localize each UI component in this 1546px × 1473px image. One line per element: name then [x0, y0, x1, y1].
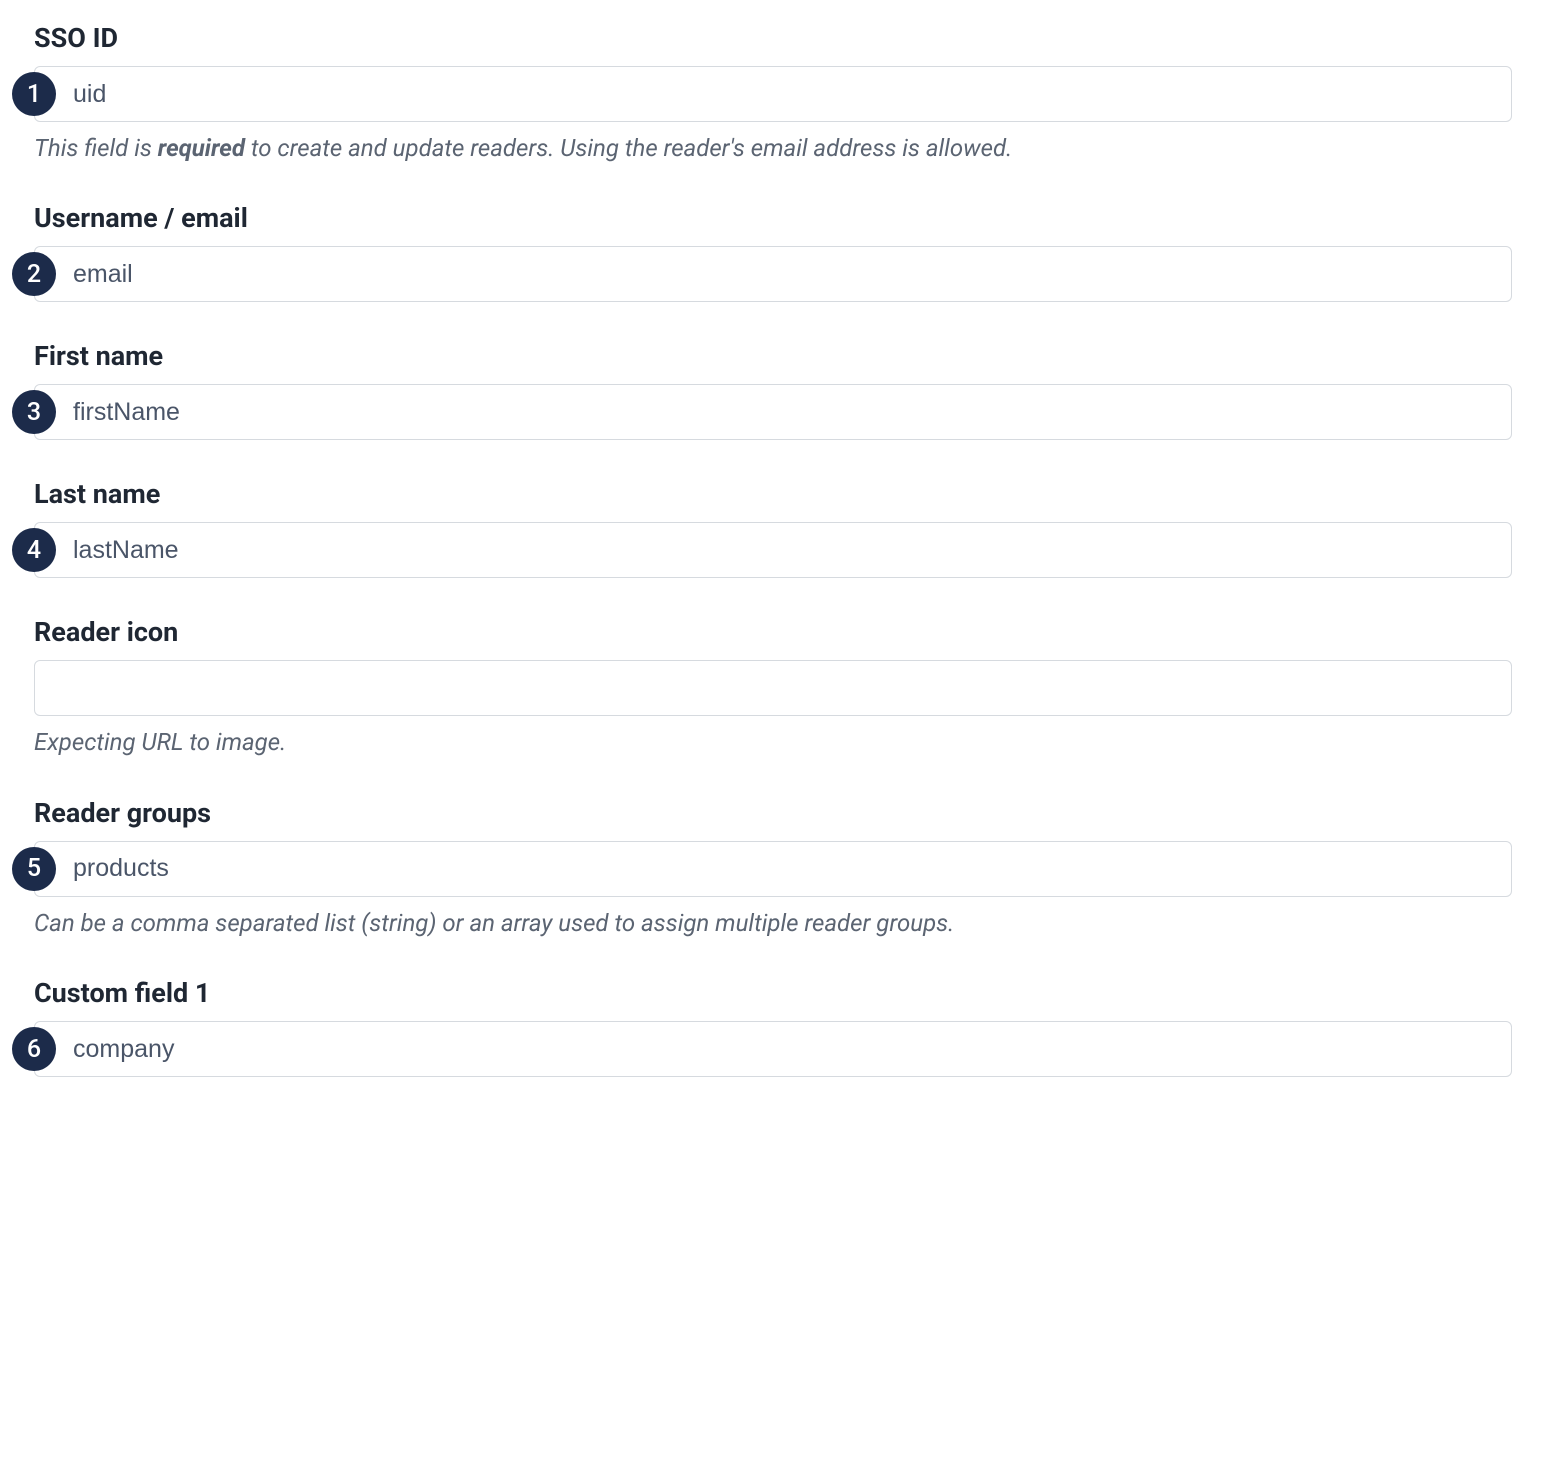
input-row-sso-id: 1 [34, 66, 1512, 122]
label-last-name: Last name [34, 478, 1512, 510]
badge-5: 5 [12, 847, 56, 891]
label-first-name: First name [34, 340, 1512, 372]
input-row-reader-groups: 5 [34, 841, 1512, 897]
helper-reader-icon: Expecting URL to image. [34, 726, 1512, 758]
label-custom-1: Custom field 1 [34, 977, 1512, 1009]
helper-sso-id: This field is required to create and upd… [34, 132, 1512, 164]
badge-6: 6 [12, 1027, 56, 1071]
input-reader-icon[interactable] [34, 660, 1512, 716]
input-reader-groups[interactable] [34, 841, 1512, 897]
field-reader-icon: Reader icon Expecting URL to image. [34, 616, 1512, 758]
field-custom-1: Custom field 1 6 [34, 977, 1512, 1077]
form-container: SSO ID 1 This field is required to creat… [0, 0, 1546, 1155]
helper-reader-groups: Can be a comma separated list (string) o… [34, 907, 1512, 939]
input-username-email[interactable] [34, 246, 1512, 302]
input-row-first-name: 3 [34, 384, 1512, 440]
field-last-name: Last name 4 [34, 478, 1512, 578]
input-row-last-name: 4 [34, 522, 1512, 578]
label-reader-icon: Reader icon [34, 616, 1512, 648]
input-row-reader-icon [34, 660, 1512, 716]
badge-2: 2 [12, 252, 56, 296]
input-row-username-email: 2 [34, 246, 1512, 302]
label-reader-groups: Reader groups [34, 797, 1512, 829]
input-first-name[interactable] [34, 384, 1512, 440]
field-first-name: First name 3 [34, 340, 1512, 440]
label-username-email: Username / email [34, 202, 1512, 234]
input-sso-id[interactable] [34, 66, 1512, 122]
label-sso-id: SSO ID [34, 22, 1512, 54]
badge-3: 3 [12, 390, 56, 434]
badge-1: 1 [12, 72, 56, 116]
field-sso-id: SSO ID 1 This field is required to creat… [34, 22, 1512, 164]
input-last-name[interactable] [34, 522, 1512, 578]
input-custom-1[interactable] [34, 1021, 1512, 1077]
badge-4: 4 [12, 528, 56, 572]
field-reader-groups: Reader groups 5 Can be a comma separated… [34, 797, 1512, 939]
input-row-custom-1: 6 [34, 1021, 1512, 1077]
field-username-email: Username / email 2 [34, 202, 1512, 302]
